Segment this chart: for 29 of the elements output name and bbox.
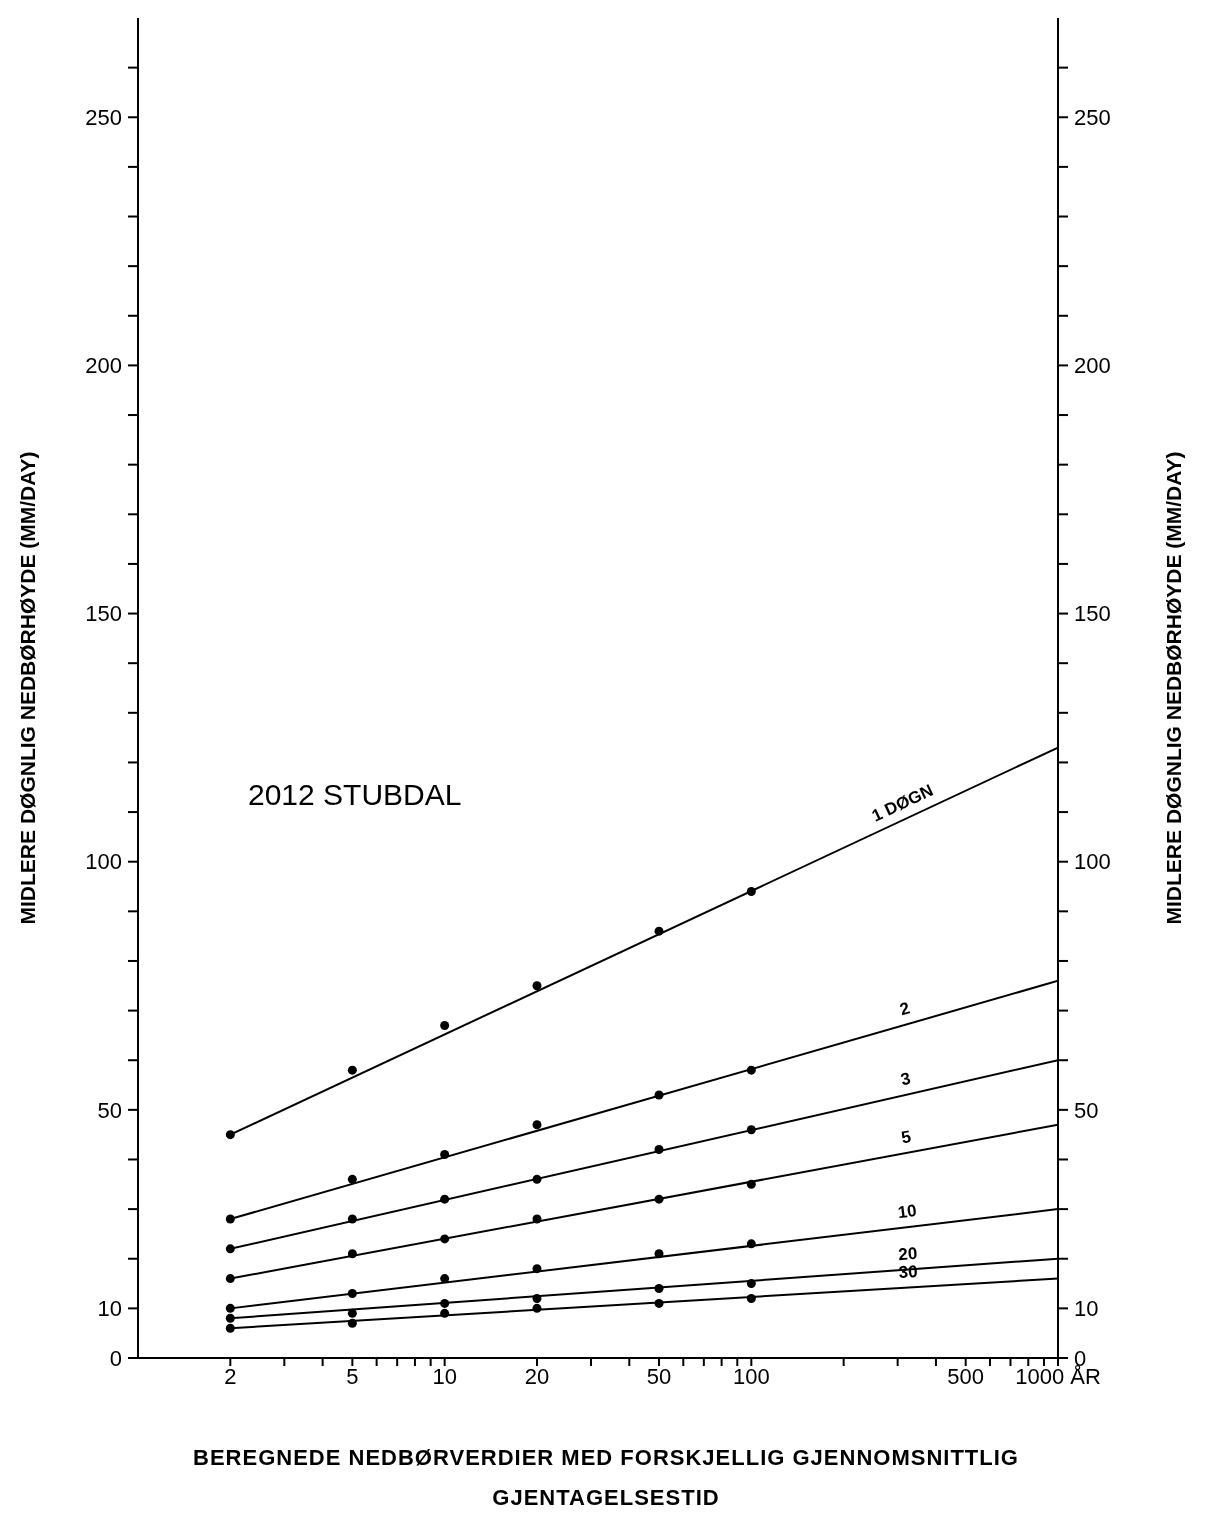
y-tick-label: 0 — [109, 1345, 122, 1371]
x-tick-label: 20 — [524, 1363, 550, 1389]
y-tick-label: 50 — [97, 1097, 122, 1123]
x-tick-label: 5 — [346, 1363, 359, 1389]
y2-tick-label: 150 — [1074, 601, 1111, 627]
x-tick-label: 500 — [947, 1363, 985, 1389]
series-label: 20 — [897, 1243, 919, 1265]
x-tick-label: 50 — [646, 1363, 672, 1389]
x-axis-title: BEREGNEDE NEDBØRVERDIER MED FORSKJELLIG GJENNOMSNITTLIG GJENTAGELSESTID — [192, 1444, 1020, 1512]
y2-tick-label: 250 — [1074, 104, 1111, 130]
y-axis-title: MIDLERE DØGNLIG NEDBØRHØYDE (MM/DAY) — [16, 451, 40, 925]
y2-tick-label: 50 — [1074, 1097, 1099, 1123]
y2-axis-title: MIDLERE DØGNLIG NEDBØRHØYDE (MM/DAY) — [1162, 451, 1186, 925]
text: 3 — [898, 1068, 913, 1090]
y2-tick-label: 10 — [1074, 1296, 1099, 1322]
text: 5 — [899, 1126, 913, 1148]
text: 2 — [897, 998, 912, 1020]
text: 10 — [896, 1201, 918, 1223]
y-tick-label: 250 — [85, 104, 122, 130]
y-tick-label: 100 — [85, 849, 122, 875]
y-tick-label: 200 — [85, 353, 122, 379]
x-tick-label: 100 — [732, 1363, 770, 1389]
y2-tick-label: 100 — [1074, 849, 1111, 875]
y-tick-label: 150 — [85, 601, 122, 627]
y-tick-label: 10 — [97, 1296, 122, 1322]
y2-tick-label: 200 — [1074, 353, 1111, 379]
x-tick-label: 2 — [224, 1363, 237, 1389]
x-tick-label: 10 — [432, 1363, 457, 1389]
text: 2012 STUBDAL — [248, 778, 462, 812]
